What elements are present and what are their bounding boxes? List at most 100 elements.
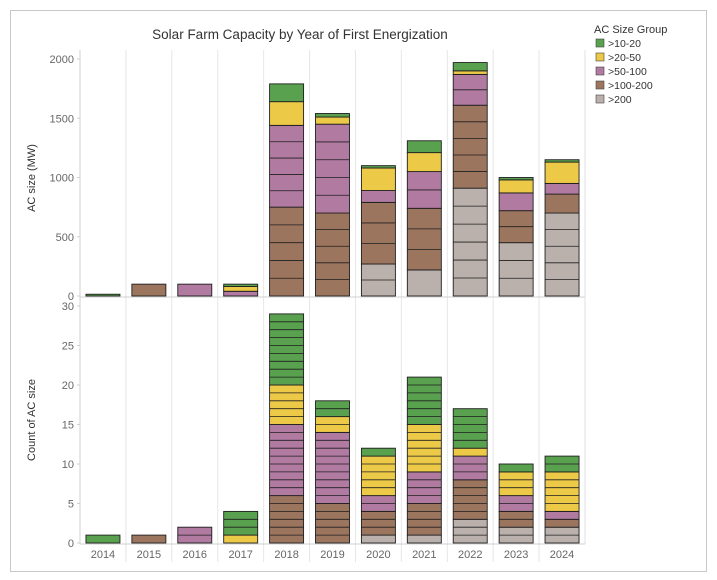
chart-title: Solar Farm Capacity by Year of First Ene… [152, 27, 448, 42]
legend-swatch-gt20-50 [595, 52, 605, 62]
count-bar-2020-gt20-50 [360, 455, 396, 497]
capacity-bar-2017-gt10-20 [223, 283, 259, 287]
legend[interactable]: AC Size Group >10-20 >20-50 >50-100 >100-20… [594, 24, 667, 106]
x-tick-label-2023: 2023 [504, 549, 528, 561]
x-tick-label-2016: 2016 [183, 549, 207, 561]
legend-label-gt200: >200 [608, 94, 632, 106]
count-bar-2020-gt10-20 [360, 447, 396, 457]
count-y-tick-label: 25 [62, 341, 74, 353]
x-tick-label-2024: 2024 [550, 549, 574, 561]
capacity-bar-2014-gt10-20 [85, 293, 121, 297]
legend-title: AC Size Group [594, 24, 667, 36]
legend-label-gt10-20: >10-20 [608, 38, 641, 50]
count-bar-2020-gt200 [360, 534, 396, 544]
count-y-tick-label: 20 [62, 380, 74, 392]
count-bar-2022-gt20-50 [452, 447, 488, 457]
x-tick-label-2015: 2015 [137, 549, 161, 561]
capacity-bar-2017-gt50-100 [223, 290, 259, 297]
capacity-bar-2019-gt50-100 [315, 123, 350, 214]
capacity-bar-2024-gt100-200 [544, 193, 580, 214]
capacity-bar-2022-gt100-200 [452, 104, 488, 189]
count-bar-2023-gt10-20 [498, 463, 534, 473]
count-bar-2022-gt100-200 [452, 479, 488, 520]
capacity-bar-2018-gt10-20 [269, 83, 305, 103]
count-axis-title: Count of AC size [26, 379, 38, 461]
capacity-bar-2023-gt50-100 [498, 192, 534, 212]
count-y-tick-label: 10 [62, 459, 74, 471]
count-y-tick-label: 5 [68, 499, 74, 511]
count-bar-2019-gt100-200 [315, 503, 350, 544]
capacity-bar-2020-gt100-200 [360, 201, 396, 265]
count-bar-2020-gt100-200 [360, 510, 396, 536]
capacity-bar-2018-gt20-50 [269, 101, 305, 126]
capacity-bar-2015-gt100-200 [131, 283, 167, 297]
count-bar-2014-gt10-20 [85, 534, 121, 544]
capacity-bar-2022-gt10-20 [452, 62, 488, 72]
count-bar-2018-gt20-50 [269, 384, 305, 425]
capacity-bar-2019-gt100-200 [315, 212, 350, 297]
count-y-tick-label: 15 [62, 420, 74, 432]
count-bar-2024-gt100-200 [544, 518, 580, 528]
capacity-bar-2023-gt10-20 [498, 177, 534, 181]
count-bar-2021-gt200 [406, 534, 442, 544]
x-tick-label-2020: 2020 [366, 549, 390, 561]
capacity-bar-2024-gt20-50 [544, 161, 580, 184]
capacity-bar-2019-gt20-50 [315, 116, 350, 125]
capacity-bar-2023-gt200 [498, 242, 534, 297]
capacity-bar-2021-gt20-50 [406, 152, 442, 173]
legend-label-gt100-200: >100-200 [608, 80, 653, 92]
legend-swatch-gt10-20 [595, 38, 605, 48]
capacity-bar-2019-gt10-20 [315, 113, 350, 118]
legend-label-gt50-100: >50-100 [608, 66, 647, 78]
chart-frame [10, 10, 707, 572]
capacity-y-tick-label: 0 [68, 291, 74, 303]
x-tick-label-2017: 2017 [228, 549, 252, 561]
capacity-bar-2018-gt50-100 [269, 124, 305, 208]
capacity-y-tick-label: 1000 [50, 173, 74, 185]
capacity-bar-2017-gt20-50 [223, 286, 259, 292]
count-bar-2024-gt50-100 [544, 510, 580, 520]
capacity-bar-2020-gt20-50 [360, 167, 396, 191]
capacity-bar-2022-gt20-50 [452, 70, 488, 75]
capacity-bar-2024-gt10-20 [544, 159, 580, 163]
capacity-panel: AC size (MW) 0 500 1000 1500 2000 [26, 50, 586, 303]
legend-swatch-gt50-100 [595, 66, 605, 76]
count-bar-2017-gt20-50 [223, 534, 259, 544]
count-bar-2015-gt100-200 [131, 534, 167, 544]
count-bar-2018-gt50-100 [269, 424, 305, 497]
capacity-bar-2021-gt100-200 [406, 207, 442, 271]
legend-label-gt20-50: >20-50 [608, 52, 641, 64]
capacity-bar-2016-gt50-100 [177, 283, 213, 297]
capacity-bar-2021-gt200 [406, 269, 442, 297]
count-bar-2019-gt50-100 [315, 431, 350, 504]
legend-swatch-gt200 [595, 94, 605, 104]
count-bar-2022-gt200 [452, 518, 488, 544]
count-bar-2024-gt20-50 [544, 471, 580, 512]
year-axis: 2014 2015 2016 2017 2018 2019 2020 2021 2022 2023… [80, 543, 585, 561]
capacity-bar-2018-gt100-200 [269, 206, 305, 297]
count-bar-2022-gt50-100 [452, 455, 488, 481]
capacity-y-tick-label: 500 [56, 232, 74, 244]
count-bar-2017-gt10-20 [223, 510, 259, 536]
x-tick-label-2019: 2019 [320, 549, 344, 561]
capacity-y-tick-label: 2000 [50, 54, 74, 66]
x-tick-label-2018: 2018 [274, 549, 298, 561]
legend-swatch-gt100-200 [595, 80, 605, 90]
capacity-bar-2021-gt10-20 [406, 140, 442, 154]
x-tick-label-2021: 2021 [412, 549, 436, 561]
capacity-bar-2024-gt50-100 [544, 182, 580, 195]
count-bar-2022-gt10-20 [452, 408, 488, 449]
x-tick-label-2014: 2014 [91, 549, 115, 561]
x-tick-label-2022: 2022 [458, 549, 482, 561]
capacity-axis-title: AC size (MW) [26, 144, 38, 212]
count-bar-2023-gt20-50 [498, 471, 534, 497]
count-bar-2018-gt10-20 [269, 313, 305, 386]
capacity-bar-2020-gt10-20 [360, 165, 396, 169]
capacity-bar-2023-gt20-50 [498, 179, 534, 194]
capacity-y-tick-label: 1500 [50, 113, 74, 125]
capacity-bar-2024-gt200 [544, 212, 580, 297]
count-panel: Count of AC size 0 5 10 15 20 25 30 [26, 297, 586, 550]
count-y-tick-label: 30 [62, 301, 74, 313]
count-y-tick-label: 0 [68, 538, 74, 550]
